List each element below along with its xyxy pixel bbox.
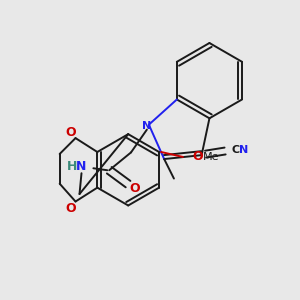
Text: N: N <box>142 121 152 131</box>
Text: C: C <box>231 145 239 155</box>
Text: O: O <box>130 182 140 195</box>
Text: H: H <box>66 160 77 173</box>
Text: N: N <box>76 160 87 173</box>
Text: O: O <box>65 202 76 215</box>
Text: O: O <box>65 126 76 139</box>
Text: N: N <box>239 145 248 155</box>
Text: Me: Me <box>203 152 219 162</box>
Text: O: O <box>193 150 203 164</box>
